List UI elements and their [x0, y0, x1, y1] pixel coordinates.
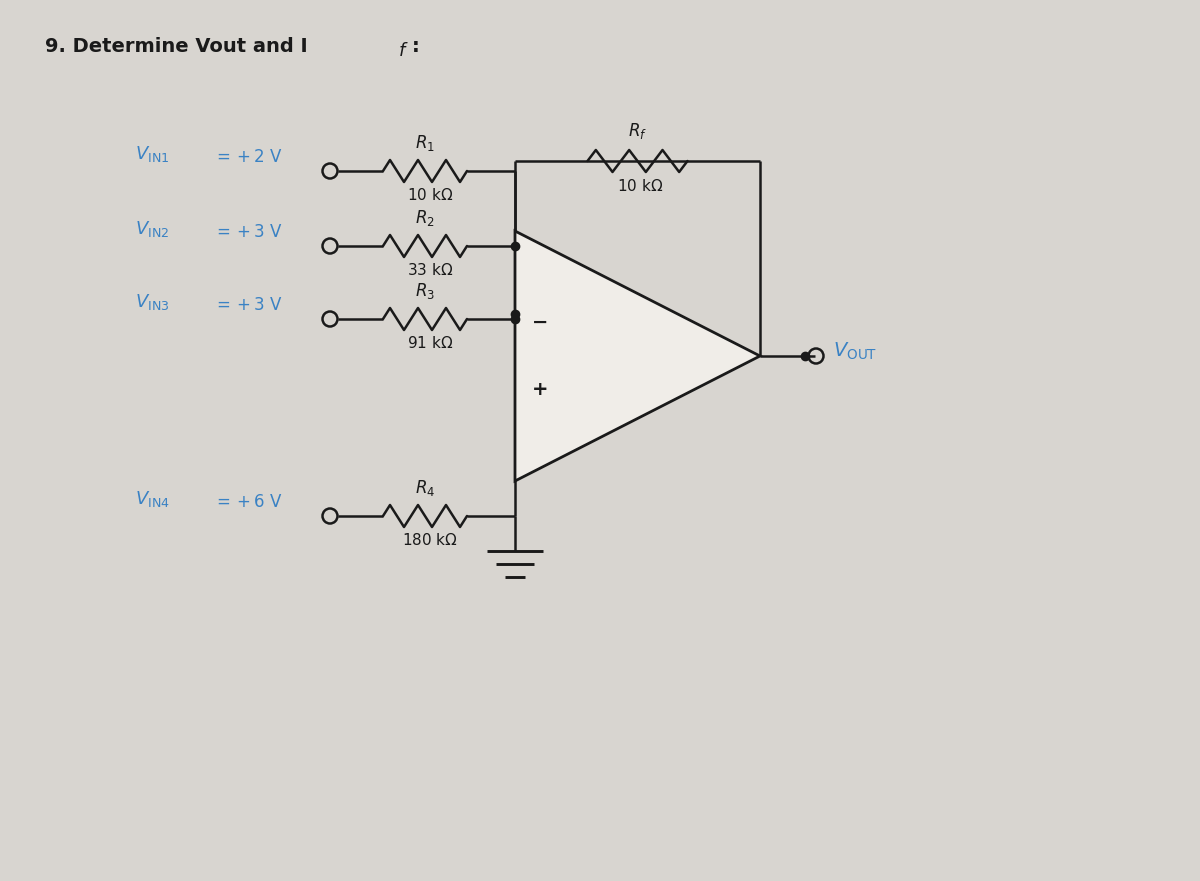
Text: $V_{\mathrm{IN1}}$: $V_{\mathrm{IN1}}$	[134, 144, 169, 164]
Text: $R_1$: $R_1$	[415, 133, 434, 153]
Text: :: :	[412, 36, 420, 56]
Text: $\it{f}$: $\it{f}$	[398, 42, 409, 60]
Text: +: +	[532, 381, 548, 399]
Text: $R_4$: $R_4$	[415, 478, 436, 498]
Text: $R_3$: $R_3$	[415, 281, 436, 301]
Text: 10 k$\Omega$: 10 k$\Omega$	[617, 178, 664, 194]
Text: $= +6\ \mathrm{V}$: $= +6\ \mathrm{V}$	[214, 493, 283, 511]
Text: 91 k$\Omega$: 91 k$\Omega$	[407, 335, 454, 351]
Text: $= +2\ \mathrm{V}$: $= +2\ \mathrm{V}$	[214, 148, 283, 166]
Text: $V_{\mathrm{IN3}}$: $V_{\mathrm{IN3}}$	[134, 292, 169, 312]
Text: $V_{\mathrm{IN2}}$: $V_{\mathrm{IN2}}$	[134, 219, 169, 239]
Text: −: −	[532, 313, 548, 332]
Text: $V_{\mathrm{IN4}}$: $V_{\mathrm{IN4}}$	[134, 489, 169, 509]
Text: 180 k$\Omega$: 180 k$\Omega$	[402, 532, 458, 548]
Text: 33 k$\Omega$: 33 k$\Omega$	[407, 262, 454, 278]
Text: 9. Determine Vout and I: 9. Determine Vout and I	[46, 36, 307, 56]
Text: 10 k$\Omega$: 10 k$\Omega$	[407, 187, 454, 203]
Text: $R_f$: $R_f$	[628, 121, 647, 141]
Text: $= +3\ \mathrm{V}$: $= +3\ \mathrm{V}$	[214, 296, 283, 314]
Polygon shape	[515, 231, 760, 481]
Text: $R_2$: $R_2$	[415, 208, 434, 228]
Text: $= +3\ \mathrm{V}$: $= +3\ \mathrm{V}$	[214, 223, 283, 241]
Text: $\it{V}_{\mathrm{OUT}}$: $\it{V}_{\mathrm{OUT}}$	[833, 340, 877, 361]
